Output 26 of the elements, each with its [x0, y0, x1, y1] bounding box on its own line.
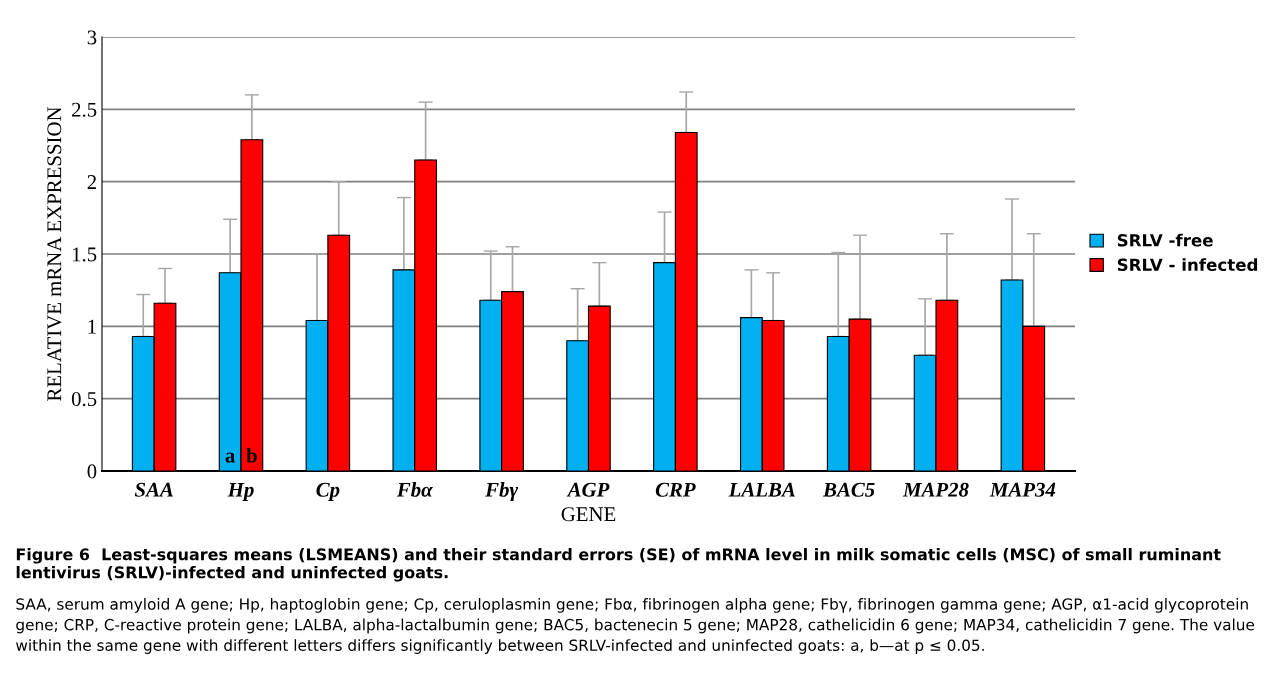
x-tick-label: Fbγ	[485, 482, 519, 501]
text: Figure 6 Least-squares means (LSMEANS) and their standard errors (SE) of mRNA level in milk somatic cells (MSC) of small ruminant lentivirus (SRLV)-infected and uninfected goats.	[16, 548, 1221, 582]
legend-label: SRLV - infected	[1117, 258, 1258, 272]
text: SAA, serum amyloid A gene; Hp, haptoglobin gene; Cp, ceruloplasmin gene; Fbα, fibrinogen alpha gene; Fbγ, fibrinogen gamma gene; AGP, α1-acid glycoprotein gene; CRP, C-reactive protein gene; LALBA, alpha-lactalbumin gene; BAC5, bactenecin 5 gene; MAP28, cathelicidin 6 gene; MAP34, cathelicidin 7 gene. The value within the same gene with different letters differs significantly between SRLV-infected and uninfected goats: a, b—at p ≤ 0.05.	[16, 598, 1255, 654]
x-tick-label: MAP28	[902, 482, 969, 497]
x-tick-label: Cp	[316, 482, 340, 501]
annotation: a	[225, 452, 236, 463]
legend-label: SRLV -free	[1117, 233, 1213, 247]
y-tick-label: 0	[87, 464, 97, 479]
y-axis-title: RELATIVE mRNA EXPRESSION	[47, 106, 62, 401]
x-tick-label: Hp	[227, 482, 254, 501]
annotation: b	[246, 447, 257, 463]
y-tick-label: 0.5	[71, 392, 97, 407]
x-tick-label: MAP34	[989, 482, 1056, 497]
x-tick-label: LALBA	[728, 482, 795, 497]
y-tick-label: 1.5	[72, 247, 97, 262]
x-tick-label: CRP	[655, 482, 696, 497]
x-tick-label: BAC5	[822, 482, 875, 497]
x-axis-title: GENE	[561, 507, 616, 522]
y-tick-label: 1	[88, 319, 96, 334]
y-tick-label: 2.5	[72, 102, 97, 117]
y-tick-label: 3	[87, 30, 97, 45]
y-tick-label: 2	[87, 175, 96, 189]
x-tick-label: SAA	[134, 482, 173, 497]
x-tick-label: Fbα	[396, 482, 433, 497]
x-tick-label: AGP	[566, 482, 610, 497]
